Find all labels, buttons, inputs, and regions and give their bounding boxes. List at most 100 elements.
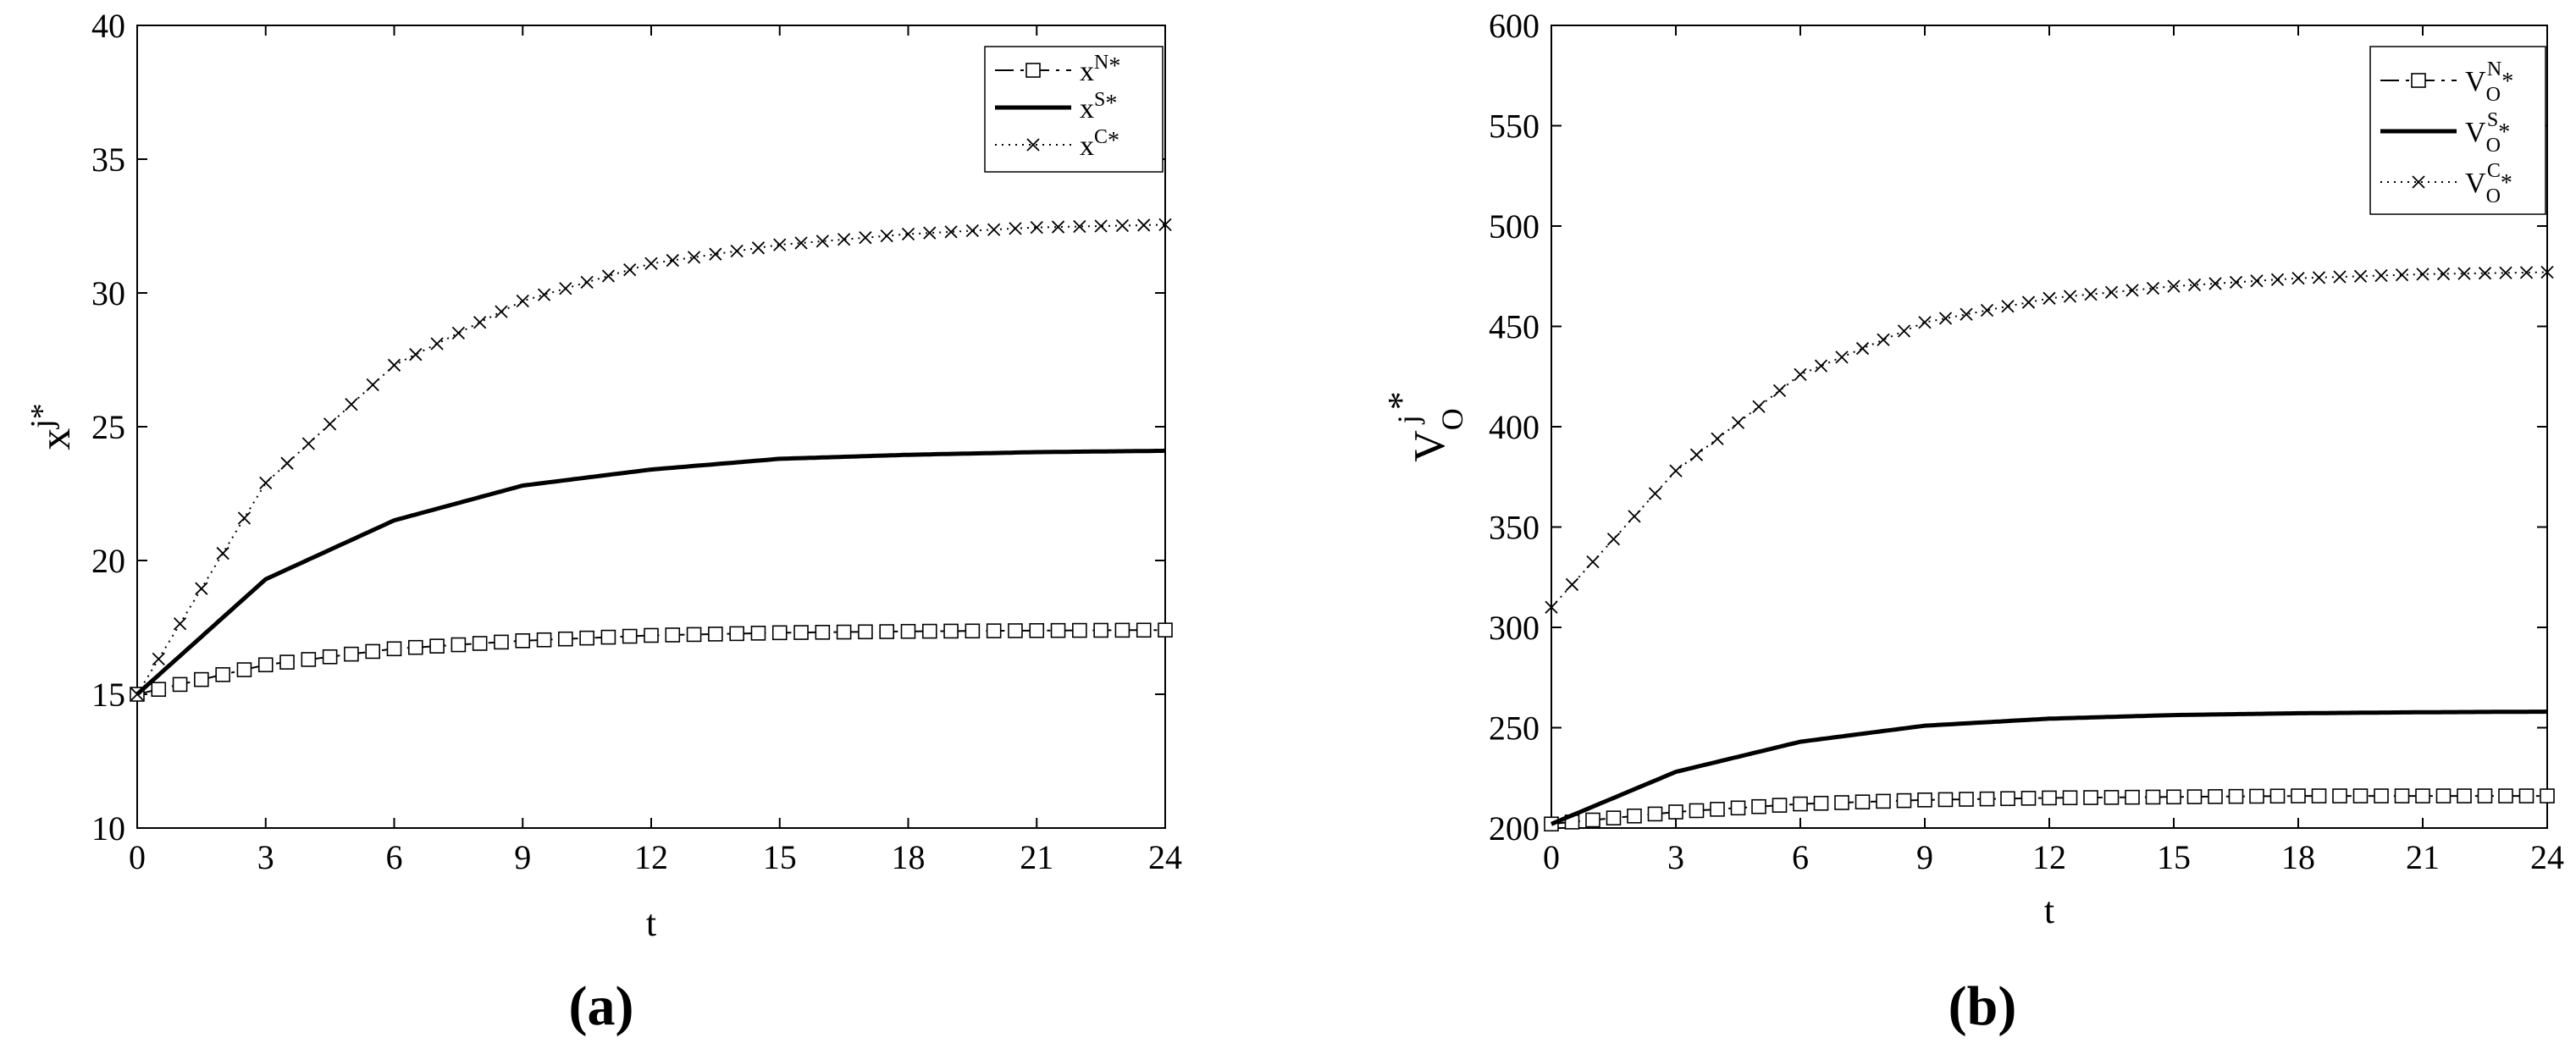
data-point (407, 639, 423, 655)
data-point (923, 226, 937, 240)
data-point (1730, 800, 1746, 816)
data-point (1752, 400, 1766, 413)
legend-label: xN* (1080, 52, 1120, 87)
data-point (1585, 812, 1600, 828)
data-point (2352, 788, 2369, 803)
data-point (2498, 788, 2513, 803)
data-point (323, 417, 337, 431)
data-point (1794, 367, 1807, 382)
data-point (1813, 795, 1829, 811)
data-point (515, 632, 531, 649)
data-point (473, 316, 487, 329)
panel-a-legend-items: xN*xS*xC* (995, 52, 1120, 162)
data-point (730, 244, 744, 258)
panel-b-legend-items: VON*VOS*VOC* (2380, 58, 2513, 207)
data-point (1030, 220, 1043, 235)
data-point (2269, 788, 2286, 804)
data-point (1545, 600, 1558, 614)
data-point (2374, 268, 2388, 283)
data-point (1959, 792, 1974, 807)
data-point (2062, 790, 2078, 806)
data-point (365, 643, 381, 660)
y-tick-label: 10 (91, 809, 125, 847)
data-point (709, 247, 722, 261)
data-point (1158, 622, 1173, 638)
data-point (644, 257, 658, 270)
x-tick-label: 12 (2032, 838, 2066, 876)
legend-marker (1025, 63, 1041, 78)
y-tick-label: 30 (91, 274, 125, 312)
data-point (1072, 622, 1087, 638)
x-tick-label: 0 (129, 838, 146, 876)
x-tick-label: 15 (2157, 838, 2191, 876)
data-point (2499, 266, 2512, 279)
series-square (1544, 788, 2555, 832)
panel-a-legend: xN*xS*xC* (984, 46, 1164, 173)
data-point (2084, 287, 2098, 301)
legend-marker (1026, 138, 1040, 152)
data-point (1689, 448, 1704, 461)
panel-b-y-axis: 200 250 300 350 400 450 500 550 600 (1489, 7, 2547, 847)
data-point (793, 625, 809, 640)
data-point (1669, 464, 1683, 478)
data-point (708, 627, 723, 642)
data-point (1835, 351, 1849, 364)
data-point (815, 624, 831, 640)
x-tick-label: 18 (2281, 838, 2315, 876)
data-point (2436, 267, 2451, 281)
panel-b-xlabel: t (2044, 890, 2054, 931)
x-tick-label: 21 (1020, 838, 1053, 876)
data-point (2518, 788, 2535, 803)
y-tick-label: 35 (91, 141, 125, 179)
data-point (536, 632, 552, 648)
data-point (2540, 265, 2554, 279)
data-point (666, 253, 679, 268)
data-point (516, 294, 529, 308)
data-point (943, 623, 959, 639)
y-tick-label: 40 (91, 7, 125, 45)
panel-a-series (130, 218, 1173, 702)
series-x (130, 218, 1172, 701)
data-point (1647, 806, 1663, 822)
data-point (257, 657, 274, 673)
data-point (322, 649, 338, 665)
data-point (1772, 798, 1788, 813)
y-tick-label: 450 (1489, 308, 1540, 346)
data-point (1627, 808, 1642, 824)
data-point (344, 646, 359, 662)
data-point (1565, 577, 1579, 592)
y-tick-label: 25 (91, 408, 125, 446)
data-point (2208, 277, 2222, 290)
data-point (386, 641, 402, 657)
data-point (1793, 796, 1808, 812)
data-point (494, 634, 509, 650)
data-point (771, 625, 788, 641)
series-solid (135, 448, 1166, 696)
data-point (237, 511, 252, 525)
data-point (1938, 312, 1953, 325)
data-point (259, 476, 273, 489)
y-tick-label: 15 (91, 676, 125, 714)
legend-marker (2412, 175, 2425, 189)
x-tick-label: 12 (634, 838, 668, 876)
data-point (2146, 281, 2160, 295)
panel-b-x-axis: 0 3 6 9 12 15 18 21 24 (1543, 25, 2564, 876)
x-tick-label: 3 (1667, 838, 1684, 876)
data-point (580, 275, 594, 289)
data-point (944, 225, 958, 239)
data-point (1008, 623, 1023, 638)
data-point (366, 378, 379, 392)
data-point (965, 224, 980, 238)
data-point (2228, 788, 2244, 804)
legend-label: VOC* (2465, 160, 2512, 207)
data-point (751, 241, 766, 255)
data-point (965, 623, 981, 639)
data-point (2270, 273, 2285, 286)
data-point (1009, 222, 1022, 235)
data-point (1710, 802, 1725, 817)
data-point (1855, 341, 1870, 356)
data-point (859, 231, 872, 245)
data-point (773, 238, 787, 251)
data-point (1137, 218, 1151, 232)
